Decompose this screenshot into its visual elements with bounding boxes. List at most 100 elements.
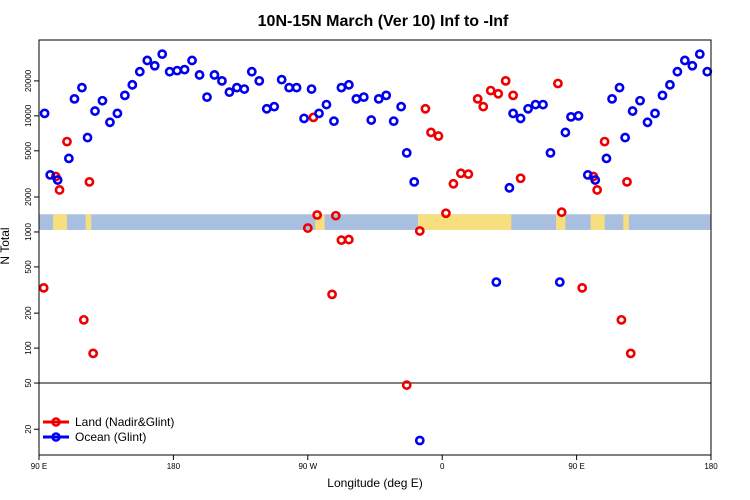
ocean-point <box>687 60 698 71</box>
land-point <box>592 185 603 195</box>
ocean-point <box>90 106 100 116</box>
y-tick-label: 50 <box>24 378 33 387</box>
x-tick-label: 90 W <box>298 462 317 471</box>
ocean-point <box>635 95 645 106</box>
y-tick-label: 1000 <box>24 223 33 241</box>
ocean-point <box>515 113 526 124</box>
y-tick-label: 20 <box>24 424 33 433</box>
land-point <box>455 168 466 179</box>
ocean-point <box>601 153 612 164</box>
y-tick-label: 10000 <box>24 104 33 127</box>
ocean-point <box>665 79 675 90</box>
x-axis-label: Longitude (deg E) <box>327 476 422 490</box>
ocean-point <box>149 60 160 71</box>
ocean-point <box>560 127 571 138</box>
land-patch <box>53 214 67 230</box>
land-point <box>302 223 313 233</box>
land-point <box>62 136 72 147</box>
land-point <box>343 234 354 245</box>
y-tick-label: 500 <box>24 260 33 274</box>
legend-label-ocean: Ocean (Glint) <box>75 430 146 444</box>
ocean-point <box>657 90 668 101</box>
ocean-point <box>351 93 362 104</box>
ocean-point <box>284 82 295 93</box>
ocean-point <box>299 113 309 124</box>
ocean-point <box>538 99 548 110</box>
ocean-point <box>306 84 317 94</box>
land-point <box>508 90 519 101</box>
ocean-point <box>523 103 533 114</box>
ocean-point <box>366 115 377 125</box>
ocean-point <box>127 79 138 90</box>
y-tick-label: 5000 <box>24 141 33 159</box>
world-map-strip <box>39 214 711 230</box>
land-point <box>426 127 436 138</box>
x-tick-label: 180 <box>704 462 718 471</box>
land-point <box>312 210 323 220</box>
land-point <box>472 93 483 104</box>
ocean-point <box>620 132 631 143</box>
ocean-point <box>194 70 205 80</box>
ocean-point <box>679 55 690 66</box>
data-points <box>38 49 713 446</box>
ocean-point <box>336 82 347 93</box>
ocean-point <box>276 74 287 85</box>
land-point <box>330 210 341 221</box>
ocean-point <box>401 147 412 158</box>
ocean-point <box>97 95 108 106</box>
ocean-point <box>358 92 369 103</box>
ocean-point <box>142 55 153 66</box>
plot-frame <box>38 39 712 456</box>
ocean-point <box>63 153 74 164</box>
ocean-point <box>231 82 242 93</box>
y-tick-label: 100 <box>24 341 33 355</box>
land-point <box>556 207 567 218</box>
land-point <box>625 348 636 359</box>
ocean-point <box>254 75 265 86</box>
land-point <box>448 178 459 189</box>
ocean-point <box>39 108 50 119</box>
ocean-point <box>269 101 280 112</box>
land-point <box>78 314 89 325</box>
ocean-point <box>554 277 565 288</box>
ocean-point <box>172 65 183 76</box>
land-point <box>38 282 49 293</box>
y-tick-label: 200 <box>24 306 33 320</box>
ocean-point <box>217 75 227 86</box>
x-tick-label: 90 E <box>31 462 47 471</box>
land-point <box>327 289 337 300</box>
land-patch <box>417 214 512 230</box>
land-point <box>433 131 444 141</box>
chart-title: 10N-15N March (Ver 10) Inf to -Inf <box>258 13 509 30</box>
ocean-point <box>157 49 168 60</box>
land-patch <box>85 214 92 230</box>
ocean-point <box>409 176 420 187</box>
land-point <box>515 173 526 184</box>
ocean-point <box>491 277 502 288</box>
x-tick-label: 180 <box>167 462 181 471</box>
ocean-point <box>694 49 705 60</box>
ocean-point <box>105 117 115 128</box>
land-point <box>478 101 489 112</box>
land-point <box>485 85 496 96</box>
ocean-point <box>134 66 145 77</box>
ocean-point <box>650 108 660 119</box>
land-point <box>599 136 610 147</box>
land-point <box>54 185 65 195</box>
ocean-point <box>607 93 617 104</box>
ocean-point <box>343 79 354 90</box>
ocean-point <box>45 170 56 180</box>
land-point <box>414 226 425 236</box>
series-land <box>38 75 636 390</box>
land-point <box>336 235 347 246</box>
land-point <box>401 380 412 390</box>
map-strip-land <box>53 214 629 230</box>
ocean-point <box>414 435 425 446</box>
ocean-point <box>246 66 257 77</box>
ocean-point <box>321 99 332 110</box>
ocean-point <box>52 175 63 185</box>
y-tick-label: 2000 <box>24 188 33 206</box>
land-point <box>88 348 99 359</box>
ocean-point <box>164 66 175 77</box>
